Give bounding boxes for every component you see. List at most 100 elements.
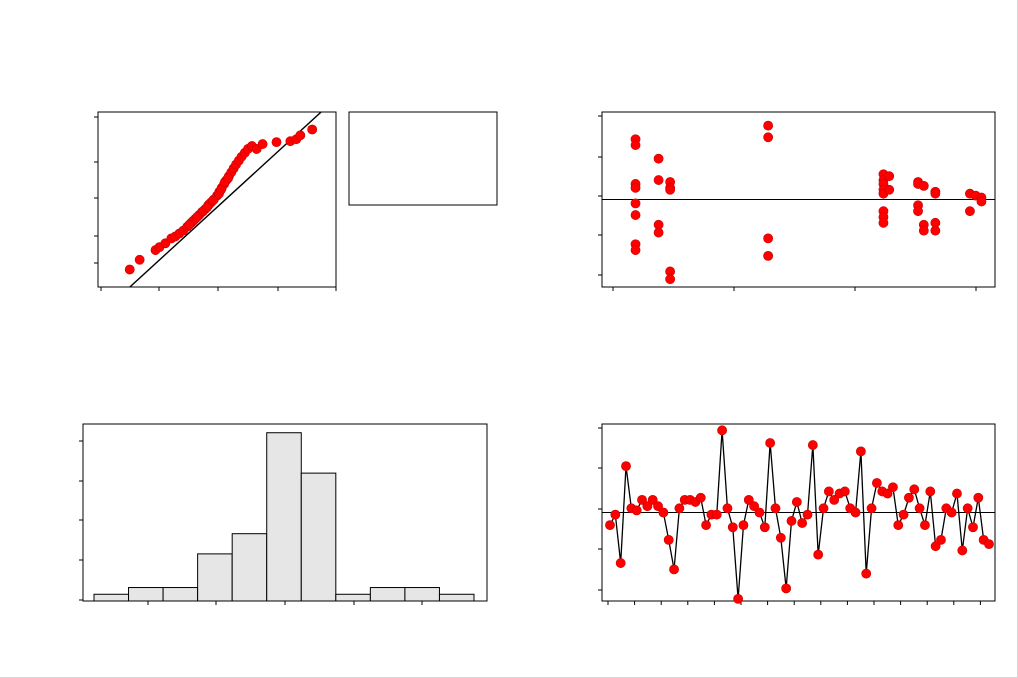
residuals-vs-order-point xyxy=(770,503,781,514)
residuals-vs-order-point xyxy=(610,509,621,520)
residuals-vs-order-point xyxy=(866,503,877,514)
residuals-vs-order-point xyxy=(968,522,978,533)
residuals-vs-order-point xyxy=(882,488,893,499)
residuals-vs-fits-point xyxy=(630,245,641,255)
residuals-vs-fits-point xyxy=(918,180,929,191)
histogram-bar xyxy=(128,587,164,602)
residuals-vs-fits-point xyxy=(653,175,664,185)
histogram-bar xyxy=(335,593,371,602)
residuals-vs-fits-point xyxy=(653,153,664,164)
residuals-vs-order-point xyxy=(925,486,936,497)
residuals-vs-order-point xyxy=(669,564,679,575)
residuals-vs-order-point xyxy=(861,568,872,579)
histogram-bar xyxy=(197,553,233,602)
residuals-vs-order-point xyxy=(727,522,738,533)
histogram-bar xyxy=(266,432,302,602)
probability-plot-point xyxy=(134,254,145,265)
residuals-vs-fits-point xyxy=(884,171,895,182)
residuals-vs-order-point xyxy=(775,532,786,543)
probability-plot-frame xyxy=(97,111,337,288)
residuals-vs-order-point xyxy=(823,486,834,497)
probability-plot-point xyxy=(257,139,268,149)
residuals-vs-fits-point xyxy=(930,225,941,236)
residuals-vs-fits-point xyxy=(763,120,774,131)
residuals-vs-order-point xyxy=(605,520,615,531)
residuals-vs-order-point xyxy=(733,593,744,604)
histogram-bar xyxy=(93,593,130,602)
residuals-vs-fits-point xyxy=(918,225,929,236)
residuals-vs-order-point xyxy=(631,505,642,516)
residuals-vs-order-point xyxy=(781,583,792,594)
residuals-vs-order-point xyxy=(839,486,850,497)
residuals-vs-order-point xyxy=(786,516,797,526)
residuals-vs-order-point xyxy=(807,440,818,450)
residuals-vs-order-point xyxy=(872,478,882,488)
residuals-vs-order-point xyxy=(642,501,653,512)
residuals-vs-order-point xyxy=(701,520,711,531)
residuals-vs-fits-point xyxy=(630,140,641,150)
residuals-vs-order-point xyxy=(893,520,904,531)
residuals-vs-fits-point xyxy=(965,206,975,217)
residuals-vs-order-point xyxy=(615,558,626,568)
residuals-vs-fits-point xyxy=(763,233,774,244)
residuals-vs-order-point xyxy=(813,549,824,560)
probability-plot-point xyxy=(271,137,282,148)
histogram-bar xyxy=(162,587,199,602)
residuals-vs-order-point xyxy=(946,507,957,518)
residuals-vs-order-point xyxy=(674,503,685,514)
probability-plot-legend-box xyxy=(348,111,498,206)
residuals-vs-fits-point xyxy=(763,250,774,261)
residuals-vs-fits-point xyxy=(976,196,987,207)
residuals-vs-order-point xyxy=(909,484,920,495)
residuals-vs-order-point xyxy=(754,507,765,518)
residuals-vs-order-point xyxy=(653,501,663,512)
residuals-vs-order-point xyxy=(898,509,909,520)
histogram-bar xyxy=(231,533,268,602)
probability-plot-point xyxy=(202,202,212,213)
probability-plot-point xyxy=(216,184,226,195)
probability-plot-point xyxy=(184,219,195,230)
residuals-vs-order-point xyxy=(797,518,808,528)
histogram-bar xyxy=(300,472,337,602)
residuals-vs-order-point xyxy=(962,503,973,514)
residuals-vs-order-point xyxy=(829,494,840,505)
probability-plot-point xyxy=(223,173,234,184)
residuals-vs-order-point xyxy=(759,522,770,533)
residuals-vs-order-point xyxy=(637,494,647,505)
probability-plot-point xyxy=(192,212,203,222)
residuals-vs-order-point xyxy=(791,497,802,507)
residuals-vs-order-point xyxy=(936,534,946,545)
histogram-bar xyxy=(404,587,440,602)
residuals-vs-fits-point xyxy=(878,217,889,228)
residuals-vs-order-point xyxy=(802,509,813,520)
residuals-vs-order-point xyxy=(711,509,722,520)
residuals-vs-order-point xyxy=(743,494,754,505)
residuals-vs-fits-point xyxy=(653,227,664,238)
residuals-vs-order-point xyxy=(930,541,941,552)
residuals-vs-order-point xyxy=(695,492,706,503)
residuals-vs-order-point xyxy=(952,488,962,499)
residuals-vs-order-point xyxy=(973,492,984,503)
residuals-vs-order-point xyxy=(888,482,898,493)
residuals-vs-order-point xyxy=(818,503,829,514)
probability-plot-point xyxy=(124,264,135,275)
probability-plot-point xyxy=(208,195,218,206)
residuals-vs-fits-point xyxy=(630,198,641,209)
residuals-vs-fits-point xyxy=(630,182,641,193)
probability-plot-point xyxy=(307,124,318,135)
residuals-vs-fits-point xyxy=(884,184,895,195)
residuals-vs-order-point xyxy=(647,494,658,505)
residuals-vs-order-point xyxy=(663,534,674,545)
residuals-vs-order-point xyxy=(621,461,631,472)
residuals-vs-order-point xyxy=(658,507,669,518)
histogram-bar xyxy=(438,593,475,602)
residuals-vs-order-point xyxy=(855,446,866,457)
residuals-vs-order-point xyxy=(850,507,861,518)
residuals-vs-fits-point xyxy=(665,274,676,285)
histogram-bar xyxy=(369,587,406,602)
residuals-vs-order-point xyxy=(749,501,760,512)
residuals-vs-order-point xyxy=(984,539,994,550)
probability-plot-point xyxy=(295,130,306,141)
